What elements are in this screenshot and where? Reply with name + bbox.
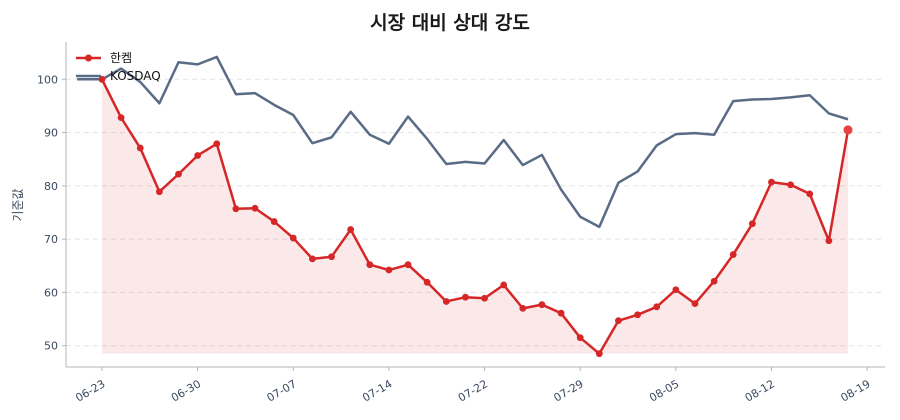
- x-tick-label-07-22: 07-22: [456, 377, 490, 404]
- y-tick-label-70: 70: [44, 233, 58, 246]
- data-point-hanchem-18: [442, 298, 450, 305]
- legend-label-kosdaq: KOSDAQ: [110, 69, 161, 83]
- series-layer: [77, 55, 850, 355]
- data-point-hanchem-32: [710, 277, 718, 285]
- data-point-hanchem-6: [213, 140, 221, 148]
- legend: 한켐 KOSDAQ: [76, 51, 161, 83]
- data-point-hanchem-5: [194, 152, 202, 159]
- x-tick-label-07-29: 07-29: [552, 377, 586, 404]
- data-point-hanchem-37: [806, 190, 814, 198]
- marker-layer: [98, 75, 853, 358]
- x-tick-label-08-19: 08-19: [838, 377, 872, 404]
- data-point-hanchem-3: [155, 188, 163, 196]
- data-point-hanchem-25: [576, 334, 584, 342]
- data-point-hanchem-9: [270, 218, 278, 225]
- grid-lines: [66, 78, 885, 347]
- x-ticks: 06-23 06-30 07-07 07-14 07-22 07-29 08-05 08-12…: [73, 367, 873, 405]
- data-point-hanchem-22: [519, 304, 527, 312]
- axes: [65, 42, 885, 368]
- data-point-hanchem-24: [557, 309, 565, 317]
- data-point-hanchem-13: [347, 226, 355, 233]
- data-point-hanchem-38: [825, 237, 833, 245]
- data-point-hanchem-33: [729, 251, 737, 258]
- x-tick-label-08-12: 08-12: [743, 377, 777, 404]
- y-ticks: 50 60 70 80 90 100: [37, 73, 66, 353]
- y-tick-label-60: 60: [44, 286, 58, 299]
- data-point-hanchem-23: [538, 301, 546, 309]
- series-line-kosdaq: [77, 55, 849, 229]
- x-tick-label-07-14: 07-14: [360, 377, 394, 404]
- data-point-hanchem-12: [328, 253, 335, 261]
- y-axis-label: 기준값: [11, 188, 25, 221]
- data-point-hanchem-11: [309, 255, 316, 263]
- data-point-hanchem-14: [366, 261, 374, 269]
- x-tick-label-06-30: 06-30: [169, 377, 203, 404]
- data-point-hanchem-1: [117, 114, 125, 122]
- data-point-hanchem-28: [634, 311, 641, 319]
- y-tick-label-50: 50: [44, 340, 58, 353]
- data-point-hanchem-30: [672, 286, 680, 294]
- area-fill-hanchem: [102, 79, 848, 354]
- data-point-hanchem-7: [232, 205, 240, 213]
- x-tick-label-06-23: 06-23: [73, 377, 107, 404]
- data-point-hanchem-19: [462, 293, 469, 301]
- data-point-hanchem-39: [843, 125, 853, 135]
- data-point-hanchem-26: [595, 350, 603, 358]
- data-point-hanchem-27: [615, 317, 622, 325]
- data-point-hanchem-16: [404, 261, 412, 269]
- series-line-hanchem: [100, 78, 850, 355]
- y-tick-label-80: 80: [44, 180, 58, 193]
- y-tick-label-90: 90: [44, 127, 58, 140]
- data-point-hanchem-10: [289, 234, 297, 242]
- data-point-hanchem-0: [98, 75, 106, 83]
- chart-title: 시장 대비 상대 강도: [370, 12, 530, 34]
- data-point-hanchem-21: [500, 281, 508, 289]
- x-tick-label-07-07: 07-07: [265, 377, 299, 404]
- data-point-hanchem-15: [385, 266, 393, 274]
- data-point-hanchem-20: [481, 294, 488, 302]
- legend-label-hanchem: 한켐: [110, 51, 132, 65]
- x-tick-label-08-05: 08-05: [647, 377, 681, 404]
- area-fill-layer: [102, 79, 848, 354]
- data-point-hanchem-35: [768, 178, 775, 186]
- data-point-hanchem-8: [251, 204, 259, 212]
- data-point-hanchem-17: [423, 278, 431, 286]
- data-point-hanchem-31: [691, 300, 699, 307]
- y-tick-label-100: 100: [37, 73, 58, 86]
- data-point-hanchem-4: [175, 170, 182, 178]
- legend-marker-hanchem: [85, 54, 92, 62]
- data-point-hanchem-29: [653, 303, 661, 311]
- data-point-hanchem-36: [787, 181, 795, 189]
- data-point-hanchem-2: [136, 144, 144, 152]
- data-point-hanchem-34: [748, 220, 756, 228]
